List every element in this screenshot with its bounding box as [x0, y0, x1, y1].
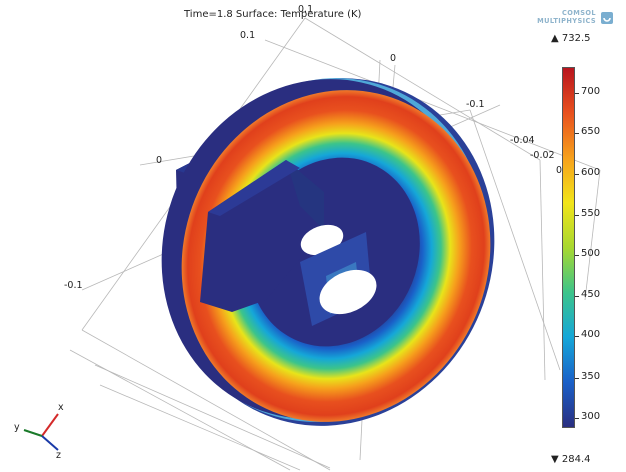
axis-label-top-b: 0.1 [240, 30, 256, 41]
comsol-logo: COMSOL MULTIPHYSICS [537, 9, 614, 25]
colorbar-tick-label: 350 [581, 371, 601, 382]
axis-triad [23, 413, 59, 451]
colorbar-tick-label: 500 [581, 248, 601, 259]
logo-line2: MULTIPHYSICS [537, 16, 596, 25]
colorbar-tick-mark [575, 296, 579, 297]
colorbar-tick-mark [575, 255, 579, 256]
plot-title: Time=1.8 Surface: Temperature (K) [184, 9, 362, 20]
logo-icon [601, 11, 613, 24]
temperature-colorbar [562, 67, 575, 428]
colorbar-tick-mark [575, 215, 579, 216]
colorbar-tick-label: 400 [581, 329, 601, 340]
colorbar-tick-label: 600 [581, 167, 601, 178]
axis-label-left-zero: 0 [156, 155, 163, 166]
logo-line1: COMSOL [562, 9, 596, 17]
inner-hole [319, 269, 377, 315]
colorbar-tick-mark [575, 418, 579, 419]
axis-label-top-a: 0.1 [298, 4, 314, 15]
colorbar-tick-label: 550 [581, 208, 601, 219]
axis-label-left-neg: -0.1 [64, 280, 83, 291]
colorbar-min-label: ▼ 284.4 [551, 454, 591, 465]
colorbar-tick-label: 450 [581, 289, 601, 300]
axis-label-right-c: -0.02 [530, 150, 555, 161]
colorbar-tick-mark [575, 336, 579, 337]
triad-label-x: x [58, 402, 64, 413]
colorbar-tick-label: 700 [581, 86, 601, 97]
hub-boss [200, 160, 324, 312]
axis-label-right-zero: 0 [556, 165, 563, 176]
triad-label-y: y [14, 422, 20, 433]
colorbar-tick-label: 300 [581, 411, 601, 422]
colorbar-tick-mark [575, 174, 579, 175]
colorbar-tick-label: 650 [581, 126, 601, 137]
colorbar-max-label: ▲ 732.5 [551, 33, 591, 44]
axis-label-right-a: -0.1 [466, 99, 485, 110]
colorbar-tick-mark [575, 133, 579, 134]
colorbar-tick-mark [575, 378, 579, 379]
triad-label-z: z [56, 450, 61, 461]
axis-label-right-b: -0.04 [510, 135, 535, 146]
axis-label-top-zero: 0 [390, 53, 397, 64]
colorbar-tick-mark [575, 93, 579, 94]
